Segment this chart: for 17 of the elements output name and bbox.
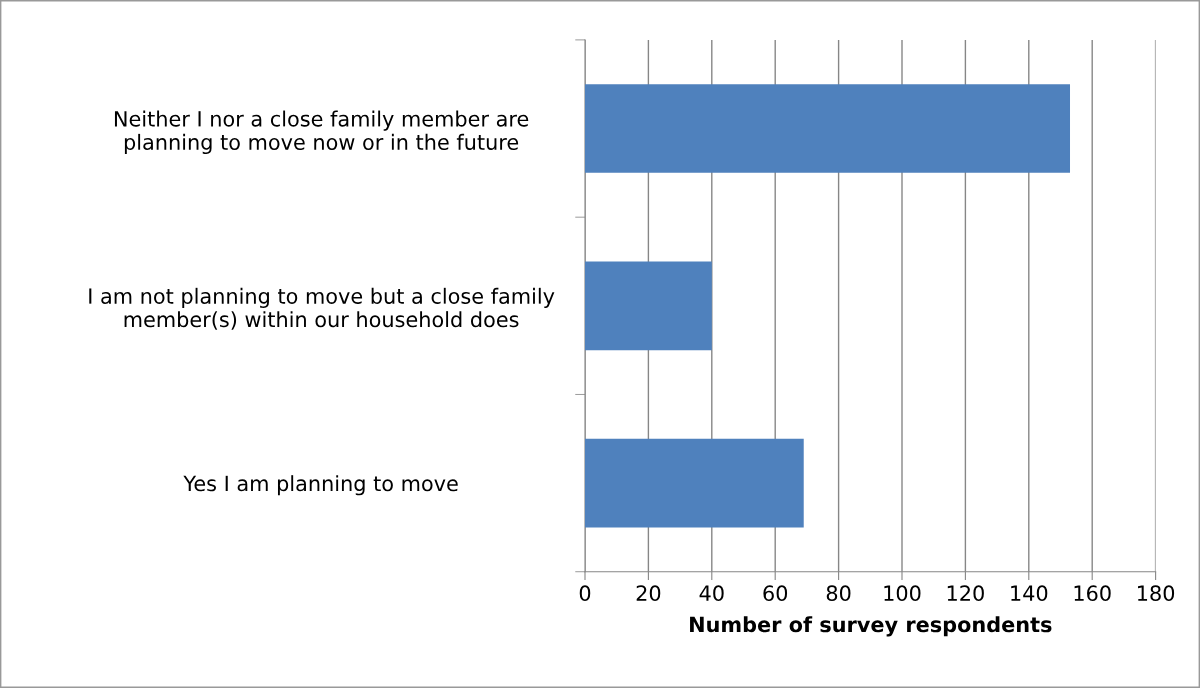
bar: [585, 261, 712, 351]
x-tick-label: 40: [699, 585, 724, 602]
y-tick-label: I am not planning to move but a close family member(s) within our household does: [89, 287, 555, 330]
x-tick-label: 60: [763, 585, 788, 602]
x-axis-title: Number of survey respondents: [690, 616, 1052, 637]
y-tick-label: Neither I nor a close family member are planning to move now or in the future: [114, 110, 529, 155]
x-tick-label: 80: [826, 585, 851, 602]
bar: [585, 84, 1071, 173]
x-tick-label: 100: [884, 585, 921, 602]
x-tick-label: 0: [579, 585, 591, 602]
bar: [585, 438, 804, 528]
y-tick-label: Yes I am planning to move: [183, 475, 458, 496]
x-tick-label: 120: [947, 585, 984, 602]
x-tick-label: 180: [1138, 585, 1175, 602]
x-tick-label: 20: [636, 585, 661, 602]
x-tick-label: 140: [1011, 585, 1048, 602]
x-tick-label: 160: [1074, 585, 1111, 602]
